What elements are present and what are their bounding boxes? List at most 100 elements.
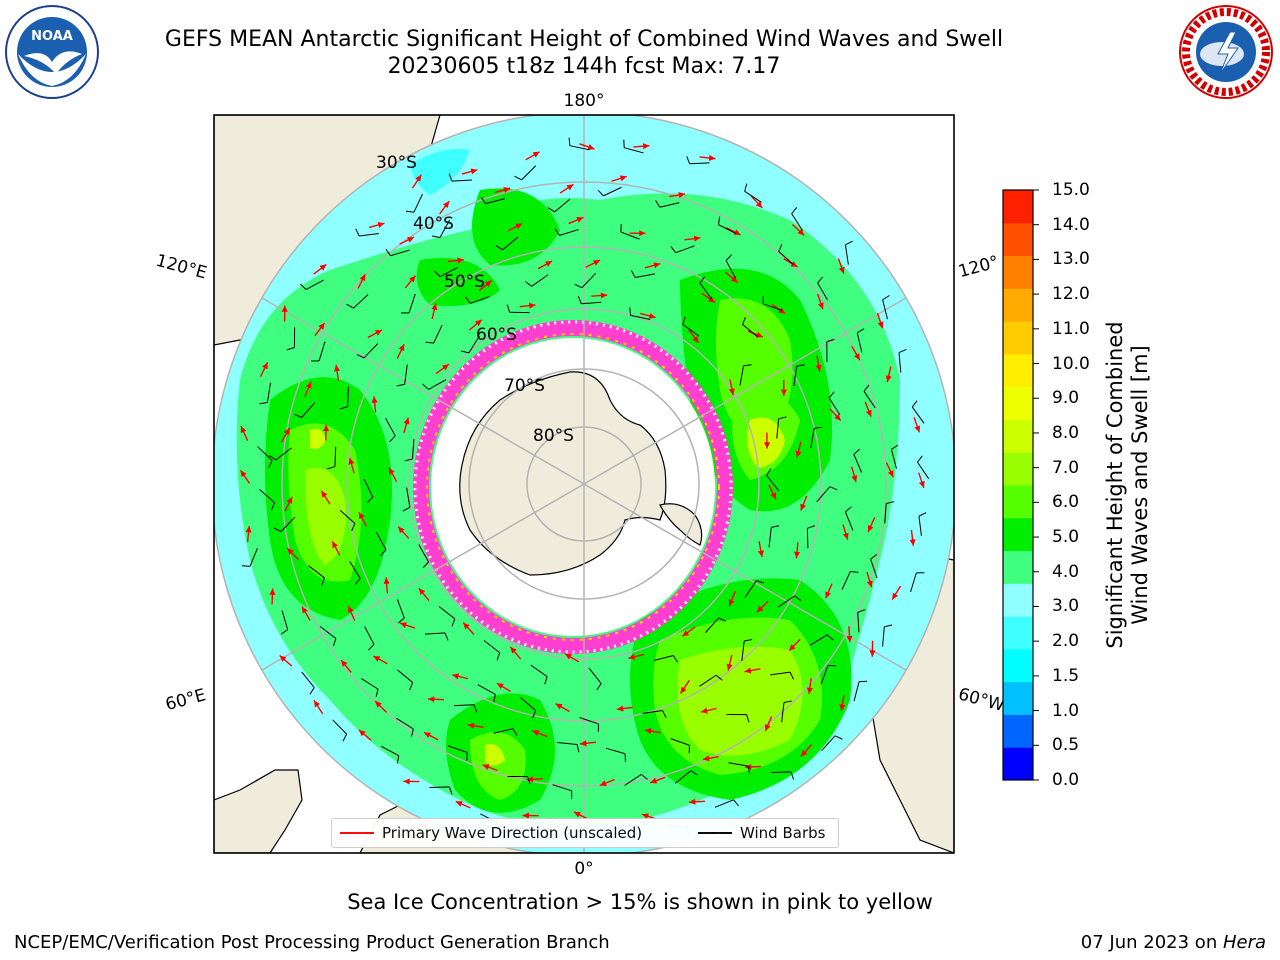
colorbar-frame — [1002, 189, 1034, 781]
antarctica — [459, 371, 667, 576]
wind-barb — [806, 525, 816, 549]
colorbar-tick-label: 5.0 — [1052, 527, 1080, 548]
wind-barb — [863, 384, 876, 409]
wind-barb — [483, 640, 501, 661]
wind-barb — [385, 248, 410, 257]
wind-barb — [447, 745, 468, 761]
colorbar-tick-label: 1.5 — [1052, 665, 1080, 686]
wind-barb — [810, 426, 823, 449]
wind-barb — [524, 274, 549, 287]
wind-barb — [717, 216, 737, 235]
wind-barb — [396, 364, 408, 387]
wave-direction-arrow — [650, 776, 666, 784]
wave-direction-arrow — [372, 655, 388, 665]
wave-direction-arrow — [839, 695, 846, 712]
wind-barb — [339, 386, 349, 410]
wind-barb — [552, 784, 573, 799]
wave-direction-arrow — [815, 355, 822, 372]
wind-barb — [422, 379, 447, 390]
wind-barb — [301, 671, 315, 695]
wave-direction-arrow — [611, 175, 627, 182]
wave-direction-arrow — [669, 191, 686, 198]
wind-barb — [364, 626, 375, 651]
wind-barb — [791, 207, 803, 231]
wave-direction-arrow — [467, 722, 484, 729]
wind-barb — [809, 634, 834, 646]
wave-direction-arrow — [388, 467, 398, 482]
wind-barb — [257, 446, 273, 468]
wind-barb — [793, 364, 805, 387]
wave-direction-arrow — [431, 303, 438, 320]
date-text: 07 Jun 2023 on Hera — [1081, 932, 1266, 953]
colorbar-label-line2: Wind Waves and Swell [m] — [1128, 345, 1152, 625]
wind-barb — [853, 680, 868, 702]
wave-direction-arrow — [806, 678, 813, 695]
wind-barb — [699, 276, 713, 300]
wave-direction-arrow — [397, 526, 410, 539]
colorbar-tick-label: 0.0 — [1052, 770, 1080, 790]
wind-barb — [655, 200, 680, 208]
wave-direction-arrow — [891, 585, 902, 601]
wave-direction-arrow — [461, 168, 478, 175]
colorbar-tick-label: 15.0 — [1052, 180, 1090, 200]
wind-barb — [884, 501, 895, 524]
wave-direction-arrow — [532, 730, 548, 738]
date-host: Hera — [1222, 932, 1266, 953]
wave-direction-arrow — [478, 279, 493, 292]
lon-label-120e: 120°E — [154, 251, 209, 284]
wind-barb — [778, 243, 795, 266]
wind-barb — [241, 547, 259, 567]
wave-direction-arrow — [304, 381, 312, 397]
wave-direction-arrow — [699, 154, 716, 161]
colorbar-segment — [1003, 550, 1033, 584]
credit-text: NCEP/EMC/Verification Post Processing Pr… — [14, 932, 610, 953]
wave-direction-arrow — [468, 319, 483, 331]
wind-barb — [726, 714, 750, 723]
wind-barb — [507, 775, 531, 785]
wind-barb — [514, 165, 537, 181]
wind-barb — [882, 295, 890, 320]
wind-barb — [432, 219, 451, 238]
wind-barb — [268, 447, 292, 461]
wave-direction-arrow — [573, 811, 589, 820]
wave-direction-arrow — [284, 496, 293, 512]
wave-direction-arrow — [313, 700, 324, 715]
wave-direction-arrow — [555, 703, 570, 713]
wave-direction-arrow — [585, 259, 601, 268]
wind-barb — [856, 328, 865, 353]
wind-barb — [620, 223, 640, 240]
wave-direction-arrow — [537, 260, 553, 270]
wave-direction-arrow — [616, 705, 633, 712]
wind-barb-legend-line — [698, 832, 732, 834]
graticule — [261, 115, 907, 853]
wind-barbs — [241, 137, 930, 845]
colorbar-segment — [1003, 222, 1033, 257]
wind-barb — [397, 669, 414, 691]
wave-direction-arrow — [909, 529, 916, 546]
wave-direction-arrow — [783, 258, 798, 268]
wave-direction-arrow — [864, 401, 872, 418]
wave-direction-arrow — [357, 273, 366, 289]
colorbar-tick-label: 8.0 — [1052, 422, 1080, 443]
wind-barb — [506, 304, 530, 314]
wind-barb — [674, 770, 698, 784]
colorbar-segment — [1003, 321, 1033, 355]
wind-barb — [853, 448, 863, 473]
wind-barb — [461, 335, 480, 354]
wave-direction-arrow — [403, 778, 420, 785]
wave-direction-arrow — [340, 659, 352, 673]
noaa-logo: NOAA — [5, 5, 99, 99]
wind-barb — [273, 516, 296, 532]
wave-direction-arrow — [269, 588, 276, 605]
wind-barb — [493, 728, 518, 736]
wave-direction-arrow — [780, 379, 787, 396]
wave-direction-arrow — [427, 696, 445, 703]
wave-direction-arrow — [418, 587, 430, 601]
wind-barb — [404, 438, 415, 462]
wind-barb — [355, 228, 380, 237]
sea-ice-caption: Sea Ice Concentration > 15% is shown in … — [347, 890, 933, 914]
wind-barb — [480, 196, 505, 205]
wind-barb — [910, 572, 925, 593]
wind-barb — [434, 266, 459, 278]
wind-barb — [588, 667, 602, 691]
